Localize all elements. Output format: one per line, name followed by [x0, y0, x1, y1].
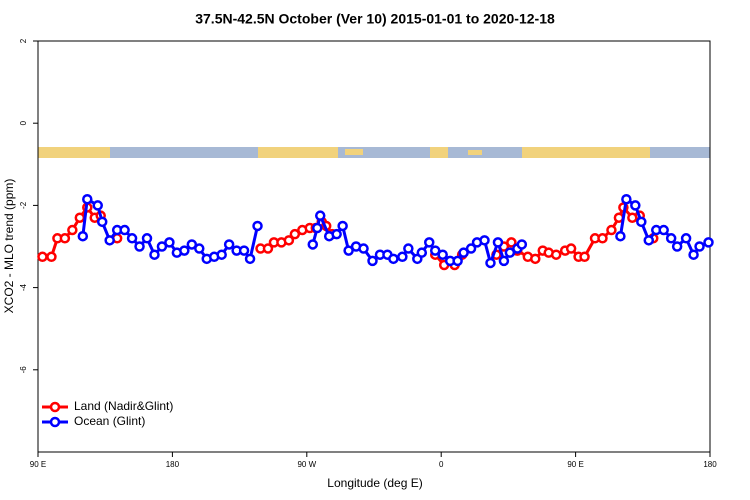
point: [465, 243, 477, 254]
point: [46, 251, 57, 263]
point: [141, 233, 153, 244]
point: [92, 200, 103, 211]
point: [126, 233, 138, 244]
point: [307, 239, 319, 250]
point: [403, 243, 414, 254]
y-tick-label: -2: [19, 201, 28, 209]
point: [77, 230, 89, 242]
point: [579, 251, 590, 263]
point: [485, 257, 496, 269]
point: [424, 237, 435, 248]
chart-title: 37.5N-42.5N October (Ver 10) 2015-01-01 …: [195, 11, 555, 27]
point: [312, 222, 323, 234]
point: [343, 245, 354, 256]
y-tick-label: 0: [19, 120, 28, 125]
point: [492, 237, 504, 248]
point: [694, 241, 705, 252]
point: [82, 193, 93, 205]
point: [252, 220, 263, 232]
land-band: [468, 150, 482, 155]
point: [703, 237, 714, 248]
point: [506, 237, 517, 248]
point: [516, 239, 528, 250]
point: [358, 243, 369, 254]
point: [643, 235, 655, 246]
point: [216, 249, 227, 260]
point: [530, 253, 541, 265]
point: [156, 241, 168, 252]
point: [134, 241, 145, 252]
point: [244, 253, 256, 265]
point: [388, 253, 399, 265]
point: [658, 224, 669, 236]
y-axis-label: XCO2 - MLO trend (ppm): [2, 179, 16, 314]
legend-marker: [49, 401, 61, 413]
x-axis-label: Longitude (deg E): [327, 476, 422, 490]
point: [37, 251, 48, 263]
x-tick-label: 90 E: [30, 460, 46, 469]
land-band: [345, 149, 363, 155]
point: [74, 212, 86, 223]
point: [437, 249, 448, 260]
point: [314, 210, 326, 221]
point: [59, 233, 71, 244]
point: [606, 224, 617, 236]
point: [149, 249, 160, 260]
point: [498, 255, 510, 267]
point: [194, 243, 205, 254]
point: [262, 243, 274, 254]
point: [630, 200, 641, 211]
x-tick-label: 90 W: [297, 460, 316, 469]
point: [289, 228, 301, 240]
point: [238, 245, 250, 256]
point: [186, 239, 198, 250]
point: [283, 235, 295, 246]
y-tick-label: 2: [19, 38, 28, 43]
y-tick-label: -6: [19, 366, 28, 374]
point: [665, 233, 677, 244]
point: [397, 251, 408, 263]
point: [671, 241, 683, 252]
legend-label: Land (Nadir&Glint): [74, 399, 173, 413]
point: [680, 233, 692, 244]
point: [119, 224, 130, 236]
point: [416, 247, 428, 258]
x-tick-label: 0: [439, 460, 444, 469]
x-tick-label: 180: [166, 460, 180, 469]
land-band: [522, 147, 650, 158]
point: [688, 249, 699, 260]
legend-marker: [49, 416, 61, 428]
y-tick-label: -4: [19, 283, 28, 291]
point: [479, 235, 490, 246]
land-band: [38, 147, 110, 158]
point: [337, 220, 348, 232]
point: [458, 247, 469, 258]
point: [636, 216, 647, 228]
point: [96, 216, 108, 228]
point: [331, 228, 342, 240]
ocean-band: [38, 147, 710, 158]
point: [597, 233, 608, 244]
point: [104, 235, 115, 246]
point: [179, 245, 190, 256]
point: [565, 243, 577, 254]
point: [164, 237, 175, 248]
legend-label: Ocean (Glint): [74, 414, 145, 428]
land-band: [258, 147, 338, 158]
point: [615, 230, 626, 242]
x-tick-label: 90 E: [567, 460, 583, 469]
point: [429, 245, 441, 256]
point: [550, 249, 562, 260]
x-tick-label: 180: [703, 460, 717, 469]
land-band: [430, 147, 448, 158]
point: [367, 255, 378, 267]
point: [223, 239, 235, 250]
point: [504, 247, 516, 258]
point: [452, 255, 463, 267]
point: [67, 224, 78, 236]
land-ocean-strip: [38, 147, 710, 158]
point: [621, 193, 632, 205]
